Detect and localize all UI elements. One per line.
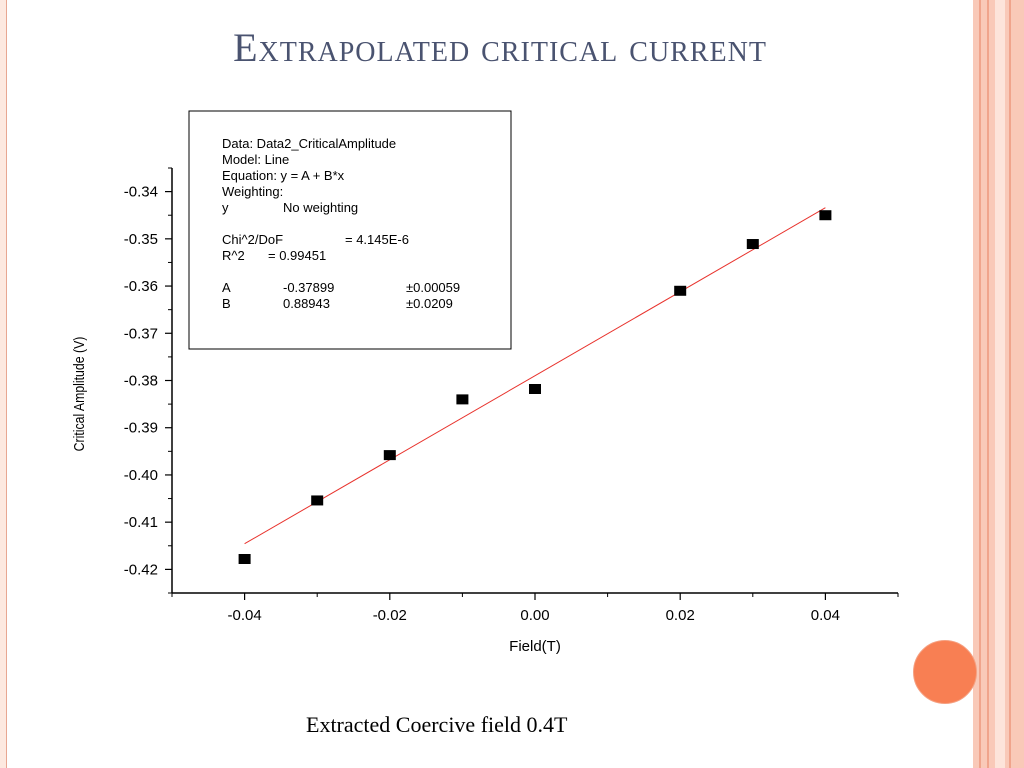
x-tick-label: 0.00 (520, 607, 549, 624)
slide-caption: Extracted Coercive field 0.4T (306, 712, 568, 737)
fit-param-value: 0.88943 (283, 296, 330, 311)
y-tick-label: -0.42 (124, 561, 158, 578)
data-point (746, 239, 759, 250)
data-point (456, 394, 469, 405)
y-tick-label: -0.36 (124, 278, 158, 295)
fit-chi-label: Chi^2/DoF (222, 232, 283, 247)
fit-stats-line: Weighting: (222, 184, 283, 199)
y-tick-label: -0.39 (124, 420, 158, 437)
fit-line (244, 207, 826, 545)
fit-stats-line: Data: Data2_CriticalAmplitude (222, 136, 396, 151)
y-tick-label: -0.41 (124, 514, 158, 531)
fit-param-error: ±0.0209 (406, 296, 453, 311)
fit-param-name: B (222, 296, 231, 311)
left-frame-border (0, 0, 7, 768)
y-tick-label: -0.37 (124, 325, 158, 342)
fit-stats-box (188, 110, 512, 350)
fit-stats-line: Model: Line (222, 152, 289, 167)
fit-r2-value: = 0.99451 (268, 248, 326, 263)
slide-title: Extrapolated critical current (233, 25, 767, 70)
right-frame-border (973, 0, 1024, 768)
data-point (674, 285, 687, 296)
x-tick-label: -0.04 (227, 607, 261, 624)
fit-weighting-value: No weighting (283, 200, 358, 215)
y-tick-label: -0.38 (124, 373, 158, 390)
data-point (311, 495, 324, 506)
data-point (819, 210, 832, 221)
fit-r2-label: R^2 (222, 248, 245, 263)
fit-param-value: -0.37899 (283, 280, 334, 295)
x-tick-label: 0.04 (811, 607, 840, 624)
fit-param-error: ±0.00059 (406, 280, 460, 295)
fit-chi-value: = 4.145E-6 (345, 232, 409, 247)
y-tick-label: -0.35 (124, 231, 158, 248)
x-tick-label: -0.02 (373, 607, 407, 624)
fit-param-name: A (222, 280, 231, 295)
fit-weighting-label: y (222, 200, 229, 215)
data-point (383, 450, 396, 461)
x-tick-label: 0.02 (666, 607, 695, 624)
y-tick-label: -0.34 (124, 184, 158, 201)
accent-circle (913, 640, 977, 704)
x-axis-title: Field(T) (509, 638, 561, 655)
y-axis-title: Critical Amplitude (V) (71, 337, 87, 452)
data-point (238, 554, 251, 564)
data-point (529, 384, 541, 394)
fit-stats-line: Equation: y = A + B*x (222, 168, 345, 183)
y-tick-label: -0.40 (124, 467, 158, 484)
